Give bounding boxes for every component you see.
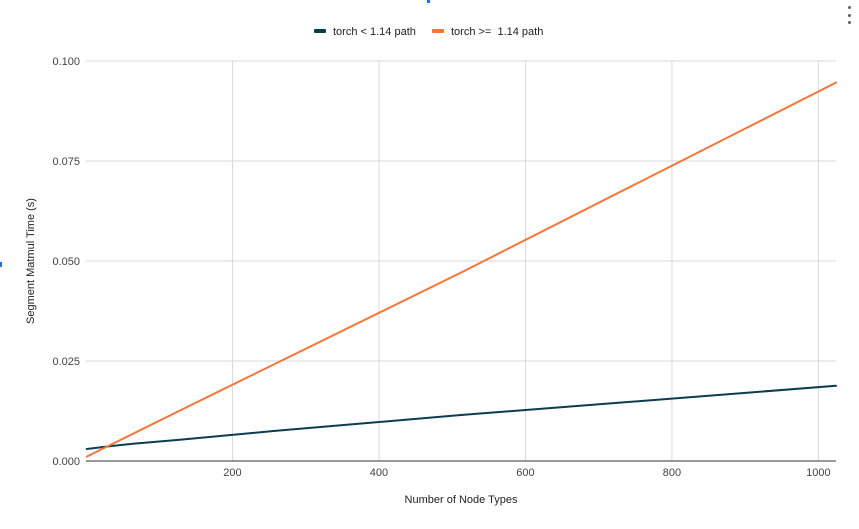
- legend-swatch: [314, 29, 326, 33]
- legend-item[interactable]: torch < 1.14 path: [314, 26, 416, 38]
- menu-dot: [847, 13, 851, 17]
- x-tick-label: 600: [516, 467, 534, 479]
- x-tick-label: 1000: [806, 467, 830, 479]
- axes: 0.000 0.025 0.050 0.075 0.100 200 400 600 800 100…: [52, 56, 836, 479]
- legend-item[interactable]: torch >= 1.14 path: [432, 26, 543, 38]
- legend-label: torch >= 1.14 path: [451, 26, 543, 38]
- x-tick-label: 200: [223, 467, 241, 479]
- series-lines: [85, 81, 837, 458]
- y-tick-label: 0.025: [52, 356, 80, 368]
- selection-handle-top[interactable]: [427, 0, 430, 3]
- legend[interactable]: torch < 1.14 path torch >= 1.14 path: [314, 26, 543, 38]
- series-line: [85, 81, 837, 458]
- menu-dot: [847, 6, 851, 9]
- y-axis-title: Segment Matmul Time (s): [25, 198, 37, 324]
- x-tick-label: 800: [663, 467, 681, 479]
- y-tick-label: 0.100: [52, 56, 80, 68]
- series-line: [85, 384, 837, 450]
- y-tick-label: 0.000: [52, 456, 80, 468]
- x-axis-title: Number of Node Types: [405, 494, 518, 506]
- selection-handle-left[interactable]: [0, 262, 2, 267]
- more-vert-icon[interactable]: [844, 6, 854, 24]
- legend-label: torch < 1.14 path: [333, 26, 416, 38]
- gridlines: [86, 60, 836, 461]
- x-tick-label: 400: [370, 467, 388, 479]
- y-tick-label: 0.075: [52, 156, 80, 168]
- menu-dot: [847, 21, 851, 24]
- y-tick-label: 0.050: [52, 256, 80, 268]
- legend-swatch: [432, 29, 444, 33]
